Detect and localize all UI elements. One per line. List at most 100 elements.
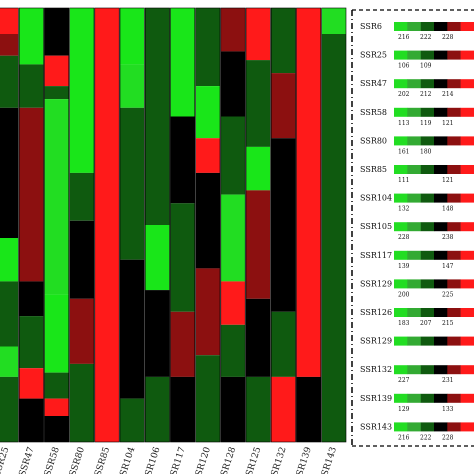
key-bar-segment <box>420 422 435 432</box>
key-row-label: SSR139 <box>360 394 392 403</box>
key-bar-segment <box>460 50 474 60</box>
heatmap-column <box>94 7 120 443</box>
heatmap-cell <box>246 298 271 377</box>
heatmap-cell <box>220 324 246 377</box>
key-row: SSR58 113 119 121 <box>360 107 474 127</box>
heatmap-cell <box>120 259 145 399</box>
key-bar-segment <box>447 250 461 260</box>
key-bar-segment <box>407 308 421 317</box>
heatmap-cell <box>44 294 69 373</box>
key-bar-segment <box>420 222 435 232</box>
key-bar-segment <box>394 136 408 146</box>
key-bar-segment <box>407 50 421 60</box>
column-label: SSR132 <box>268 446 289 474</box>
column-label: SSR80 <box>68 446 87 474</box>
allele-label: 111 <box>398 177 409 184</box>
allele-label: 180 <box>420 148 432 155</box>
column-outline <box>296 7 322 443</box>
column-label: SSR104 <box>117 446 138 474</box>
allele-label: 212 <box>420 91 432 98</box>
heatmap-cell <box>44 55 69 87</box>
heatmap-cell <box>220 281 246 325</box>
column-outline <box>144 7 170 443</box>
column-label: SSR143 <box>318 446 339 474</box>
heatmap-cell <box>44 99 69 295</box>
allele-label: 214 <box>442 91 454 98</box>
heatmap-cell <box>44 398 69 416</box>
heatmap-cell <box>19 64 44 108</box>
heatmap-column <box>270 7 296 443</box>
heatmap-cell <box>271 311 296 377</box>
key-row: SSR117 139 147 <box>360 251 474 270</box>
key-bar-segment <box>447 365 461 375</box>
key-bar-segment <box>434 222 448 232</box>
key-row: SSR129 200 225 <box>360 279 474 298</box>
heatmap-column <box>44 7 70 443</box>
allele-label: 106 <box>398 63 410 70</box>
allele-label: 109 <box>420 63 432 70</box>
key-bar-segment <box>460 365 474 375</box>
heatmap-cell <box>120 398 145 442</box>
heatmap-cell <box>195 172 220 269</box>
key-bar-segment <box>394 422 408 432</box>
allele-label: 133 <box>442 406 454 413</box>
key-bar-segment <box>394 365 408 375</box>
key-bar-segment <box>434 136 448 146</box>
key-bar-segment <box>434 336 448 346</box>
key-row-label: SSR129 <box>360 337 392 346</box>
key-bar-segment <box>447 165 461 174</box>
key-bar-segment <box>407 136 421 146</box>
heatmap-cell <box>0 281 19 347</box>
allele-label: 207 <box>420 320 432 327</box>
heatmap-cell <box>44 416 69 442</box>
heatmap-cell <box>170 8 195 117</box>
key-bar-segment <box>407 222 421 232</box>
heatmap-cell <box>195 138 220 173</box>
key-row-label: SSR132 <box>360 365 392 374</box>
key-bar-segment <box>407 336 421 346</box>
allele-label: 215 <box>442 320 454 327</box>
heatmap-cell <box>69 220 94 299</box>
key-row-label: SSR129 <box>360 279 392 288</box>
column-label: SSR106 <box>142 446 163 474</box>
key-row: SSR132 227 231 <box>360 365 474 384</box>
heatmap-cell <box>0 34 19 56</box>
key-bar-segment <box>407 193 421 203</box>
allele-label: 216 <box>398 34 410 41</box>
heatmap-column <box>220 7 246 443</box>
heatmap-cell <box>170 203 195 312</box>
key-bar-segment <box>420 165 435 174</box>
key-bar-segment <box>420 365 435 375</box>
heatmap-cell <box>94 8 120 442</box>
allele-label: 148 <box>442 206 454 213</box>
key-row-label: SSR143 <box>360 422 392 431</box>
key-bar-segment <box>434 250 448 260</box>
key-bar-segment <box>394 250 408 260</box>
heatmap-cell <box>220 8 246 52</box>
column-outline <box>44 7 70 443</box>
key-bar-segment <box>407 22 421 31</box>
heatmap-cell <box>0 8 19 34</box>
heatmap-column <box>69 7 95 443</box>
key-bar-segment <box>407 393 421 403</box>
heatmap-cell <box>321 34 346 442</box>
key-bar-segment <box>434 22 448 31</box>
key-bar-segment <box>394 336 408 346</box>
key-row: SSR6 216 222 228 <box>360 22 474 41</box>
key-row: SSR126 183 207 215 <box>360 308 474 327</box>
allele-label: 132 <box>398 206 410 213</box>
column-outline <box>119 7 145 443</box>
key-bar-segment <box>420 279 435 289</box>
key-row-label: SSR58 <box>360 108 387 117</box>
key-bar-segment <box>460 193 474 203</box>
key-row: SSR139 129 133 <box>360 393 474 413</box>
column-label: SSR125 <box>243 446 264 474</box>
heatmap-column <box>195 7 221 443</box>
heatmap-cell <box>19 281 44 317</box>
key-bar-segment <box>447 193 461 203</box>
column-outline <box>0 7 19 443</box>
allele-label: 121 <box>442 120 453 127</box>
heatmap-cell <box>170 116 195 204</box>
key-bar-segment <box>460 279 474 289</box>
column-label: SSR117 <box>167 446 188 474</box>
